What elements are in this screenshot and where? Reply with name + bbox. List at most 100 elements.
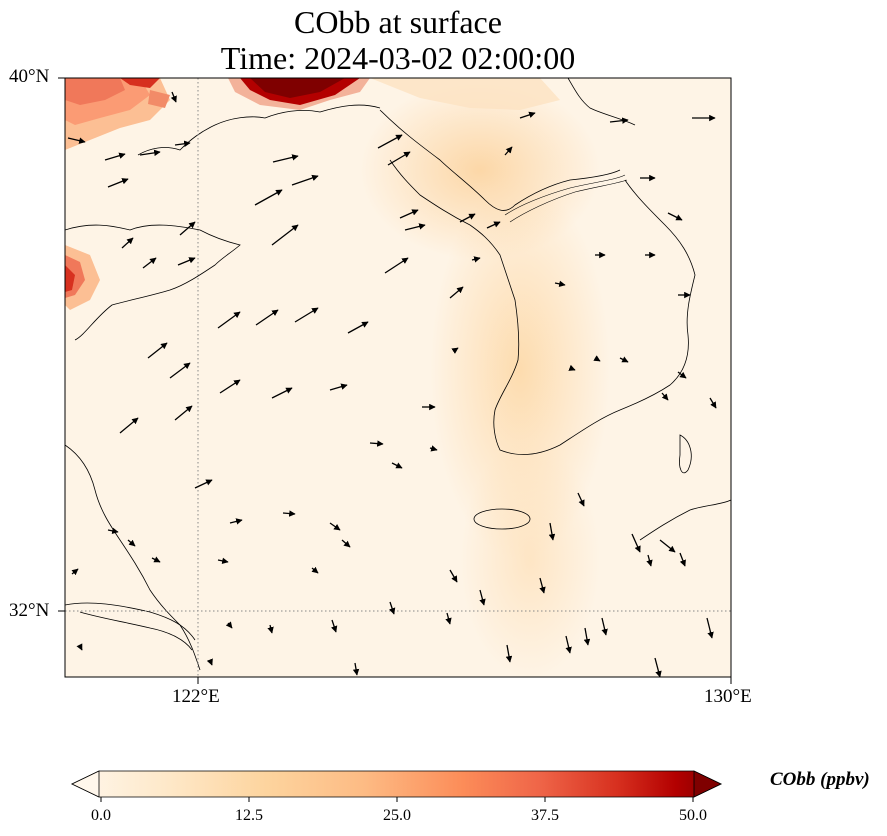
- wind-arrow: [71, 568, 79, 576]
- y-label-32n: 32°N: [9, 600, 50, 621]
- wind-arrow: [391, 462, 403, 469]
- wind-arrow: [429, 445, 438, 452]
- wind-arrow: [174, 140, 191, 147]
- wind-arrow: [706, 617, 714, 639]
- wind-vectors: [67, 91, 717, 677]
- wind-arrow: [229, 518, 243, 525]
- wind-arrow: [194, 479, 213, 489]
- map-field: [65, 78, 731, 677]
- wind-arrow: [347, 321, 369, 334]
- wind-arrow: [631, 533, 641, 553]
- wind-arrow: [471, 256, 481, 263]
- wind-arrow: [451, 347, 459, 354]
- wind-arrow: [384, 257, 409, 274]
- wind-arrow: [151, 556, 161, 563]
- colorbar-tick-1: 12.5: [235, 807, 263, 824]
- wind-arrow: [177, 257, 196, 266]
- x-label-122e: 122°E: [172, 686, 220, 707]
- colorbar: [71, 770, 722, 802]
- wind-arrow: [174, 405, 193, 421]
- wind-arrow: [459, 213, 476, 223]
- wind-arrow: [677, 371, 687, 379]
- gridlines: [65, 78, 731, 677]
- wind-arrow: [282, 510, 296, 517]
- wind-arrow: [352, 662, 360, 676]
- wind-arrow: [548, 522, 556, 541]
- colorbar-tick-3: 37.5: [531, 807, 559, 824]
- wind-arrow: [583, 627, 591, 646]
- wind-arrow: [294, 307, 319, 323]
- wind-arrow: [554, 280, 566, 288]
- wind-arrow: [449, 286, 464, 299]
- wind-arrow: [341, 539, 351, 548]
- hotspot-northwest: [65, 78, 560, 150]
- map-frame: [64, 77, 732, 678]
- wind-arrow: [329, 522, 341, 531]
- wind-arrow: [147, 342, 168, 359]
- wind-arrow: [255, 309, 279, 326]
- map-subtitle-time: Time: 2024-03-02 02:00:00: [220, 40, 576, 76]
- wind-arrow: [568, 364, 576, 371]
- wind-arrow: [271, 224, 299, 246]
- wind-arrow: [609, 117, 629, 124]
- wind-arrow: [709, 397, 717, 409]
- wind-arrow: [272, 154, 299, 163]
- wind-arrow: [107, 527, 119, 535]
- wind-arrow: [565, 635, 572, 654]
- colorbar-title: CObb (ppbv): [770, 769, 870, 790]
- wind-arrow: [504, 146, 513, 156]
- wind-arrow: [107, 178, 129, 188]
- wind-arrow: [505, 644, 513, 663]
- wind-arrow: [225, 621, 233, 629]
- colorbar-extend-min: [71, 770, 100, 798]
- wind-arrow: [104, 152, 126, 161]
- axis-ticks: [58, 77, 732, 684]
- wind-arrow: [601, 617, 608, 636]
- wind-arrow: [206, 658, 213, 666]
- wind-arrow: [121, 237, 134, 249]
- wind-arrow: [654, 657, 662, 677]
- colorbar-extend-max: [693, 770, 722, 798]
- wind-arrow: [119, 417, 139, 434]
- wind-arrow: [661, 392, 669, 401]
- wind-arrow: [486, 221, 501, 229]
- wind-arrow: [67, 137, 86, 144]
- wind-arrow: [399, 209, 419, 219]
- wind-arrow: [169, 362, 191, 379]
- wind-arrow: [445, 612, 452, 625]
- wind-arrow: [254, 189, 283, 206]
- wind-arrow: [217, 557, 229, 565]
- wind-arrow: [170, 91, 177, 103]
- wind-arrow: [404, 223, 426, 231]
- wind-arrow: [142, 257, 157, 269]
- wind-arrow: [369, 440, 384, 447]
- colorbar-tick-0: 0.0: [91, 807, 111, 824]
- wind-arrow: [387, 151, 411, 166]
- wind-arrow: [217, 311, 241, 329]
- wind-arrow: [449, 569, 458, 583]
- wind-arrow: [593, 355, 601, 362]
- wind-arrow: [267, 624, 274, 634]
- wind-arrow: [271, 387, 293, 399]
- wind-arrow: [519, 111, 536, 119]
- wind-arrow: [179, 221, 196, 236]
- wind-arrow: [329, 383, 348, 391]
- wind-arrow: [76, 643, 83, 651]
- wind-arrow: [659, 539, 676, 553]
- wind-arrow: [646, 554, 653, 567]
- wind-arrow: [479, 589, 486, 606]
- hotspot-west: [65, 245, 100, 310]
- wind-arrow: [139, 149, 161, 157]
- wind-arrow: [577, 492, 585, 507]
- wind-arrow: [127, 539, 136, 547]
- wind-arrow: [389, 601, 396, 615]
- colorbar-body: [71, 770, 722, 798]
- colorbar-tick-4: 50.0: [679, 807, 707, 824]
- plume-north: [360, 80, 600, 260]
- wind-arrow: [219, 379, 241, 394]
- wind-arrow: [679, 552, 686, 567]
- x-label-130e: 130°E: [704, 686, 752, 707]
- wind-arrow: [377, 134, 403, 149]
- map-title: CObb at surface: [294, 4, 502, 40]
